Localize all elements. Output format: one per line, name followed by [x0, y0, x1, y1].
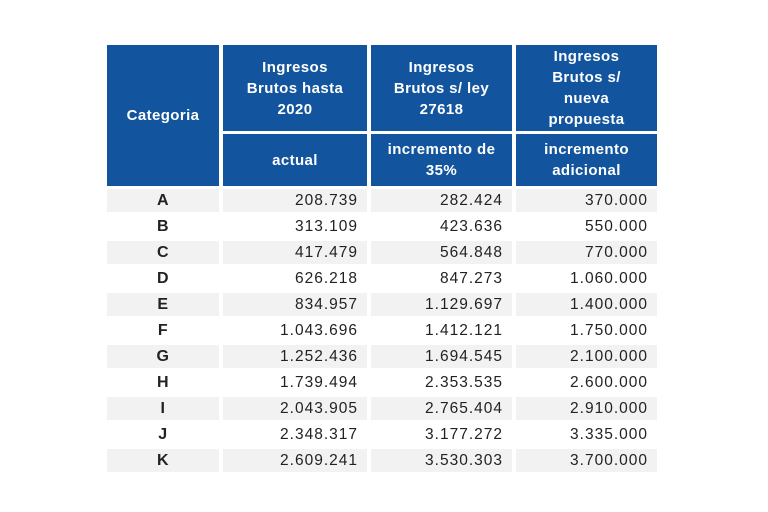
subheader-incremento-35: incremento de 35% [371, 134, 512, 186]
subheader-incremento-adicional: incremento adicional [516, 134, 657, 186]
category-cell: A [107, 189, 219, 212]
value-cell: 2.910.000 [516, 397, 657, 420]
table-row: D 626.218 847.273 1.060.000 [107, 267, 657, 290]
value-cell: 1.400.000 [516, 293, 657, 316]
ingresos-brutos-table: Categoria Ingresos Brutos hasta 2020 Ing… [103, 42, 661, 475]
value-cell: 282.424 [371, 189, 512, 212]
header-ingresos-hasta-2020: Ingresos Brutos hasta 2020 [223, 45, 367, 131]
value-cell: 2.043.905 [223, 397, 367, 420]
category-cell: C [107, 241, 219, 264]
value-cell: 423.636 [371, 215, 512, 238]
value-cell: 2.765.404 [371, 397, 512, 420]
value-cell: 1.412.121 [371, 319, 512, 342]
value-cell: 564.848 [371, 241, 512, 264]
value-cell: 1.252.436 [223, 345, 367, 368]
category-cell: I [107, 397, 219, 420]
value-cell: 1.750.000 [516, 319, 657, 342]
value-cell: 3.335.000 [516, 423, 657, 446]
value-cell: 417.479 [223, 241, 367, 264]
category-cell: G [107, 345, 219, 368]
table-row: C 417.479 564.848 770.000 [107, 241, 657, 264]
value-cell: 626.218 [223, 267, 367, 290]
table-row: K 2.609.241 3.530.303 3.700.000 [107, 449, 657, 472]
table-header: Categoria Ingresos Brutos hasta 2020 Ing… [107, 45, 657, 186]
value-cell: 1.694.545 [371, 345, 512, 368]
category-cell: E [107, 293, 219, 316]
value-cell: 847.273 [371, 267, 512, 290]
value-cell: 1.043.696 [223, 319, 367, 342]
header-ingresos-ley-27618: Ingresos Brutos s/ ley 27618 [371, 45, 512, 131]
category-cell: D [107, 267, 219, 290]
value-cell: 313.109 [223, 215, 367, 238]
value-cell: 2.609.241 [223, 449, 367, 472]
table-row: I 2.043.905 2.765.404 2.910.000 [107, 397, 657, 420]
value-cell: 1.129.697 [371, 293, 512, 316]
header-ingresos-nueva-propuesta: Ingresos Brutos s/ nueva propuesta [516, 45, 657, 131]
category-cell: J [107, 423, 219, 446]
subheader-actual: actual [223, 134, 367, 186]
value-cell: 2.348.317 [223, 423, 367, 446]
table-row: G 1.252.436 1.694.545 2.100.000 [107, 345, 657, 368]
value-cell: 2.100.000 [516, 345, 657, 368]
value-cell: 770.000 [516, 241, 657, 264]
table-row: J 2.348.317 3.177.272 3.335.000 [107, 423, 657, 446]
value-cell: 1.739.494 [223, 371, 367, 394]
table-row: B 313.109 423.636 550.000 [107, 215, 657, 238]
value-cell: 550.000 [516, 215, 657, 238]
value-cell: 2.353.535 [371, 371, 512, 394]
category-cell: H [107, 371, 219, 394]
table-row: F 1.043.696 1.412.121 1.750.000 [107, 319, 657, 342]
table-body: A 208.739 282.424 370.000 B 313.109 423.… [107, 189, 657, 472]
value-cell: 834.957 [223, 293, 367, 316]
value-cell: 370.000 [516, 189, 657, 212]
value-cell: 3.530.303 [371, 449, 512, 472]
value-cell: 208.739 [223, 189, 367, 212]
header-categoria: Categoria [107, 45, 219, 186]
table-row: E 834.957 1.129.697 1.400.000 [107, 293, 657, 316]
category-cell: K [107, 449, 219, 472]
table-row: A 208.739 282.424 370.000 [107, 189, 657, 212]
value-cell: 3.700.000 [516, 449, 657, 472]
table-row: H 1.739.494 2.353.535 2.600.000 [107, 371, 657, 394]
value-cell: 2.600.000 [516, 371, 657, 394]
category-cell: B [107, 215, 219, 238]
category-cell: F [107, 319, 219, 342]
value-cell: 3.177.272 [371, 423, 512, 446]
value-cell: 1.060.000 [516, 267, 657, 290]
